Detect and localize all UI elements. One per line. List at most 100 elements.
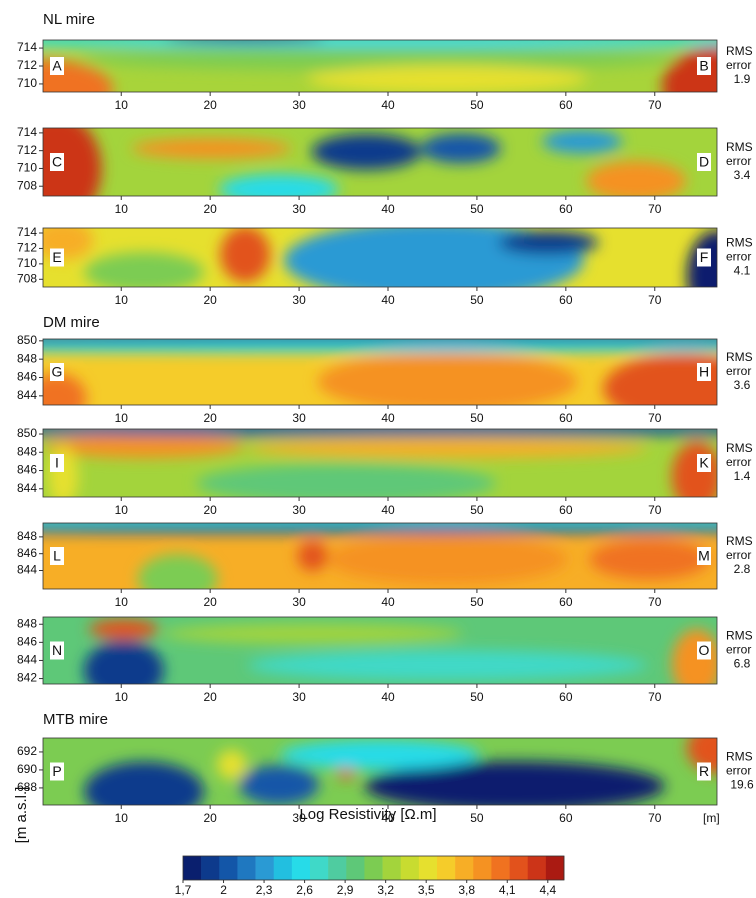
section-end: H [699, 364, 709, 380]
colorbar-swatch [346, 856, 365, 880]
field-blobs [43, 429, 717, 497]
x-axis-label: Log Resistivity [Ω.m] [299, 806, 436, 823]
colorbar-swatch [201, 856, 220, 880]
section-end: M [698, 548, 710, 564]
x-tick-label: 10 [115, 293, 129, 307]
field-blobs [43, 228, 717, 287]
y-tick-label: 714 [17, 225, 37, 239]
field-blob [131, 138, 292, 159]
y-tick-label: 844 [17, 481, 37, 495]
rms-label: RMS [726, 441, 753, 455]
colorbar-swatch [328, 856, 347, 880]
letter-bg [697, 547, 711, 565]
letter-bg [697, 153, 711, 171]
y-tick-label: 708 [17, 178, 37, 192]
y-tick-label: 842 [17, 671, 37, 685]
x-tick-label: 10 [115, 202, 129, 216]
colorbar-tick-label: 4,1 [499, 883, 516, 897]
field-blob [586, 161, 687, 196]
y-tick-label: 850 [17, 333, 37, 347]
rms-label: error [726, 364, 751, 378]
colorbar-swatch [400, 856, 420, 880]
colorbar-swatch [455, 856, 474, 880]
section-end: K [699, 455, 709, 471]
x-tick-label: 40 [381, 202, 395, 216]
colorbar-swatch [418, 856, 438, 880]
field-blob [498, 230, 599, 255]
x-tick-label: 10 [115, 690, 129, 704]
x-tick-label: 60 [559, 293, 573, 307]
x-unit: [m] [703, 811, 720, 825]
resistivity-field [43, 617, 717, 684]
resistivity-field [43, 128, 717, 196]
section-end: D [699, 154, 709, 170]
x-tick-label: 10 [115, 595, 129, 609]
y-tick-label: 846 [17, 463, 37, 477]
resistivity-field [43, 429, 717, 497]
field-blob [671, 441, 717, 497]
rms-label: RMS [726, 534, 753, 548]
colorbar-swatch [310, 856, 329, 880]
y-tick-label: 712 [17, 241, 37, 255]
y-tick-label: 846 [17, 370, 37, 384]
field-blob [364, 761, 665, 805]
y-tick-label: 844 [17, 388, 37, 402]
field-blob [43, 373, 87, 405]
rms-label: error [726, 455, 751, 469]
y-tick-label: 712 [17, 58, 37, 72]
field-blob [542, 129, 623, 154]
colorbar-tick-label: 2,3 [256, 883, 273, 897]
rms-label: RMS [726, 629, 753, 643]
rms-value: 2.8 [734, 562, 751, 576]
letter-bg [697, 248, 711, 267]
x-tick-label: 20 [203, 202, 217, 216]
field-blob [671, 628, 717, 684]
resistivity-field [43, 40, 717, 92]
rms-label: error [726, 154, 751, 168]
field-blobs [84, 738, 717, 805]
x-tick-label: 20 [203, 503, 217, 517]
colorbar-swatch [364, 856, 383, 880]
section-start: P [52, 763, 61, 779]
field-blob [420, 133, 501, 164]
x-tick-label: 30 [292, 202, 306, 216]
y-tick-label: 848 [17, 444, 37, 458]
x-tick-label: 40 [381, 411, 395, 425]
letter-bg [50, 363, 64, 381]
field-blob [43, 429, 717, 436]
rms-label: RMS [726, 236, 753, 250]
rms-label: error [726, 250, 751, 264]
x-tick-label: 10 [115, 503, 129, 517]
x-tick-label: 70 [648, 411, 662, 425]
y-tick-label: 844 [17, 653, 37, 667]
x-tick-label: 50 [470, 98, 484, 112]
x-tick-label: 70 [648, 595, 662, 609]
x-tick-label: 10 [115, 811, 129, 825]
section-start: E [52, 249, 61, 265]
x-tick-label: 20 [203, 811, 217, 825]
x-tick-label: 30 [292, 595, 306, 609]
x-tick-label: 60 [559, 811, 573, 825]
x-tick-label: 50 [470, 811, 484, 825]
rms-label: RMS [726, 750, 753, 764]
colorbar-tick-label: 3,5 [418, 883, 435, 897]
colorbar-swatch [491, 856, 510, 880]
rms-value: 6.8 [734, 657, 751, 671]
x-tick-label: 20 [203, 293, 217, 307]
x-tick-label: 50 [470, 595, 484, 609]
field-blob [280, 739, 480, 770]
x-tick-label: 40 [381, 503, 395, 517]
letter-bg [697, 641, 711, 660]
field-blob [176, 40, 314, 43]
x-tick-label: 50 [470, 202, 484, 216]
x-tick-label: 70 [648, 503, 662, 517]
y-tick-label: 712 [17, 143, 37, 157]
x-tick-label: 70 [648, 98, 662, 112]
panel-frame [42, 127, 718, 197]
rms-value: 1.4 [734, 469, 751, 483]
field-blob [43, 128, 102, 196]
letter-bg [50, 547, 64, 565]
field-blob [137, 554, 218, 589]
x-tick-label: 50 [470, 690, 484, 704]
